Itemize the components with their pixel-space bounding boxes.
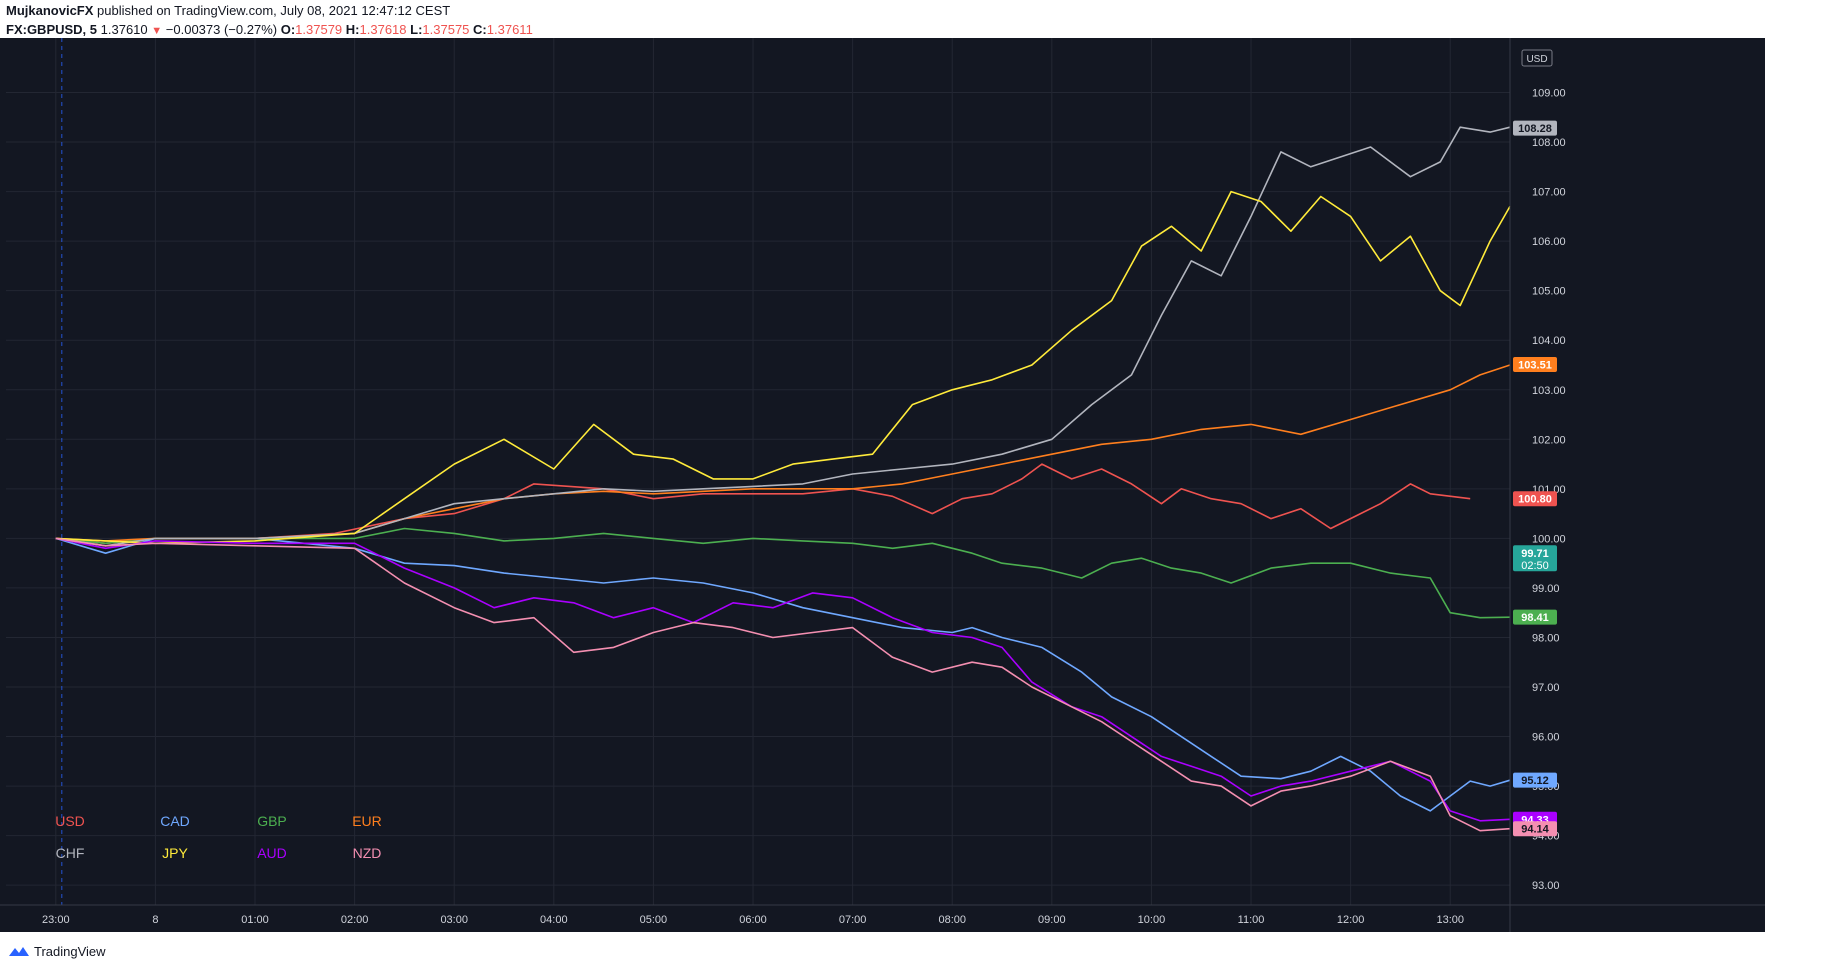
last-price: 1.37610	[100, 22, 148, 37]
time-tick-label: 13:00	[1436, 914, 1464, 926]
last-value-tag-eur	[1513, 356, 1557, 372]
last-value-tag-usd	[1513, 491, 1557, 507]
price-tick-label: 100.00	[1532, 533, 1566, 545]
time-axis[interactable]: 23:00 8 01:00 02:00 03:00 04:00 05:00 06:00 07:0…	[0, 904, 1765, 926]
price-tick-label: 104.00	[1532, 335, 1566, 347]
series-lines	[55, 126, 1511, 832]
time-tick-label: 09:00	[1038, 914, 1066, 926]
last-value-tag-usd-text: 100.80	[1518, 494, 1552, 506]
down-triangle-icon: ▼	[151, 25, 163, 37]
currency-unit-label: USD	[1526, 54, 1547, 65]
series-line-usd	[55, 463, 1471, 545]
last-value-tag-nzd	[1513, 821, 1557, 837]
tradingview-logo-icon	[9, 947, 29, 956]
price-tick-label: 109.00	[1532, 87, 1566, 99]
price-tick-label: 99.00	[1532, 583, 1560, 595]
legend-usd: USD	[55, 813, 85, 829]
price-tick-label: 105.00	[1532, 286, 1566, 298]
high-label: H:	[345, 22, 360, 37]
currency-legend: USD CAD GBP EUR CHF JPY AUD NZD	[55, 813, 382, 861]
legend-cad: CAD	[160, 813, 190, 829]
open-value: 1.37579	[295, 22, 343, 37]
legend-aud: AUD	[257, 845, 287, 861]
currency-badge	[1521, 49, 1553, 67]
last-value-tag-nzd-text: 94.14	[1521, 824, 1549, 836]
last-value-tag-gbp-text: 98.41	[1521, 612, 1549, 624]
series-line-jpy	[55, 190, 1511, 545]
publish-info: MujkanovicFX published on TradingView.co…	[6, 3, 450, 18]
time-tick-label: 23:00	[42, 914, 70, 926]
time-tick-label: 10:00	[1138, 914, 1166, 926]
legend-nzd: NZD	[353, 845, 382, 861]
last-value-tag-chf	[1513, 120, 1557, 136]
price-tick-label: 96.00	[1532, 732, 1560, 744]
legend-gbp: GBP	[257, 813, 287, 829]
time-tick-label: 12:00	[1337, 914, 1365, 926]
time-tick-label: 04:00	[540, 914, 568, 926]
series-line-aud	[55, 537, 1511, 822]
price-axis[interactable]: 93.0094.0095.0096.0097.0098.0099.00100.0…	[1509, 38, 1566, 932]
high-value: 1.37618	[359, 22, 407, 37]
close-value: 1.37611	[486, 22, 533, 37]
time-tick-label: 02:00	[341, 914, 369, 926]
current-price-tag-text: 99.71	[1521, 548, 1549, 560]
open-label: O:	[280, 22, 296, 37]
last-value-tag-chf-text: 108.28	[1518, 123, 1552, 135]
price-tick-label: 93.00	[1532, 880, 1560, 892]
publish-text: published on TradingView.com, July 08, 2…	[97, 3, 451, 18]
legend-eur: EUR	[352, 813, 382, 829]
price-tick-label: 98.00	[1532, 632, 1560, 644]
last-value-tag-eur-text: 103.51	[1518, 359, 1552, 371]
time-tick-label: 08:00	[938, 914, 966, 926]
time-tick-label: 05:00	[640, 914, 668, 926]
current-price-tag	[1513, 545, 1557, 572]
symbol-label: FX:GBPUSD, 5	[6, 22, 98, 37]
price-tick-label: 103.00	[1532, 385, 1566, 397]
price-tags: 100.8095.1298.41103.51108.2894.3394.1499…	[1513, 120, 1557, 837]
footer-brand[interactable]: TradingView	[8, 944, 106, 959]
low-value: 1.37575	[422, 22, 470, 37]
time-tick-label: 01:00	[241, 914, 269, 926]
price-tick-label: 108.00	[1532, 137, 1566, 149]
low-label: L:	[410, 22, 423, 37]
series-line-nzd	[55, 537, 1511, 832]
author-name[interactable]: MujkanovicFX	[6, 3, 94, 18]
last-value-tag-gbp	[1513, 609, 1557, 625]
countdown-text: 02:50	[1521, 560, 1549, 572]
price-tick-label: 106.00	[1532, 236, 1566, 248]
time-tick-label: 03:00	[440, 914, 468, 926]
ohlc-legend: FX:GBPUSD, 5 1.37610 ▼ −0.00373 (−0.27%)…	[6, 22, 533, 37]
series-line-cad	[55, 537, 1511, 812]
legend-jpy: JPY	[162, 845, 188, 861]
price-tick-label: 102.00	[1532, 434, 1566, 446]
series-line-chf	[55, 126, 1511, 547]
legend-chf: CHF	[56, 845, 85, 861]
plot-background	[0, 38, 1765, 932]
time-tick-label: 06:00	[739, 914, 767, 926]
series-line-gbp	[55, 527, 1511, 619]
price-tick-label: 97.00	[1532, 682, 1560, 694]
time-tick-label: 11:00	[1238, 914, 1265, 926]
price-change: −0.00373 (−0.27%)	[165, 22, 278, 37]
brand-text: TradingView	[34, 944, 106, 959]
last-value-tag-cad	[1513, 772, 1557, 788]
close-label: C:	[473, 22, 487, 37]
time-tick-label: 8	[152, 914, 158, 926]
price-tick-label: 107.00	[1532, 187, 1566, 199]
last-value-tag-cad-text: 95.12	[1521, 775, 1549, 787]
time-tick-label: 07:00	[839, 914, 867, 926]
